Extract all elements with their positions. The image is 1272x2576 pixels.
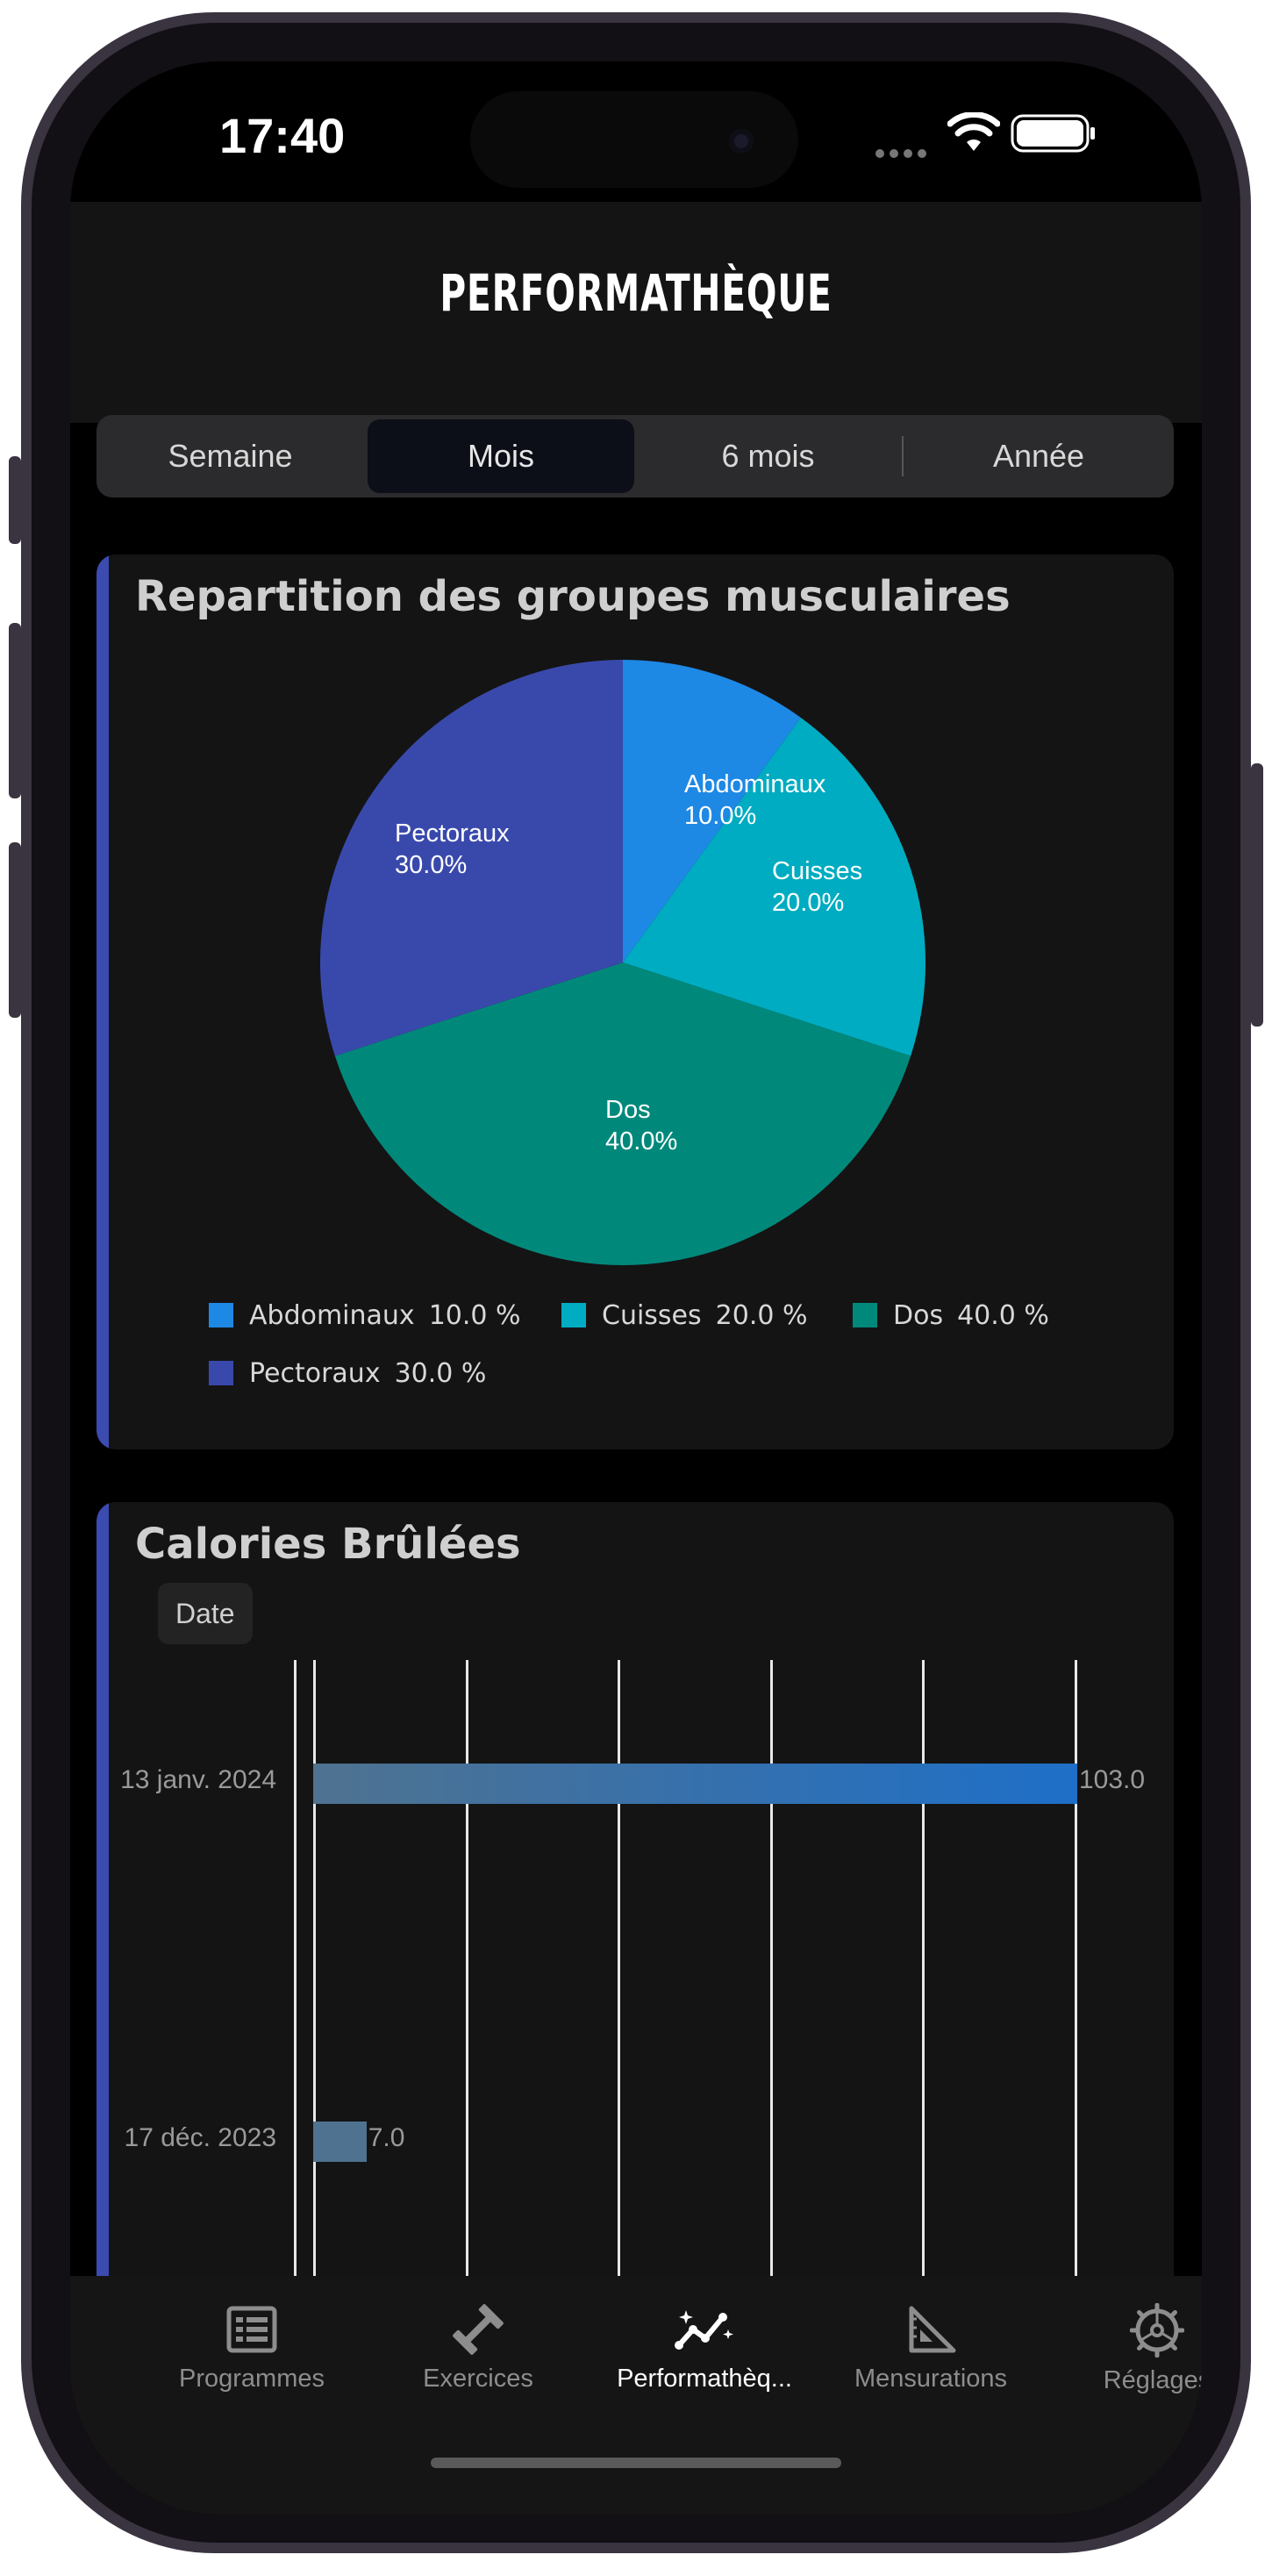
tab-performatheque[interactable]: Performathèq... bbox=[591, 2303, 818, 2394]
card-accent-bar bbox=[96, 1502, 109, 2379]
pie-label-name: Cuisses bbox=[772, 857, 863, 885]
phone-screen: 17:40 PERFORMATHÈQUE Semaine Mois 6 mois… bbox=[70, 61, 1202, 2515]
pie-label-name: Dos bbox=[605, 1096, 651, 1124]
navigation-bar bbox=[70, 202, 1202, 423]
muscle-pie-chart bbox=[319, 660, 925, 1265]
card-accent-bar bbox=[96, 555, 109, 1449]
power-button bbox=[1251, 763, 1263, 1027]
legend-value: 40.0 % bbox=[957, 1300, 1049, 1331]
pie-slice-dos bbox=[334, 962, 911, 1265]
battery-icon bbox=[1011, 114, 1095, 153]
legend-name: Abdominaux bbox=[249, 1300, 415, 1331]
legend-item-dos: Dos 40.0 % bbox=[853, 1300, 1049, 1331]
pie-label-name: Pectoraux bbox=[395, 819, 510, 848]
legend-swatch bbox=[209, 1361, 233, 1385]
volume-up-button bbox=[9, 623, 21, 798]
muscle-card-title: Repartition des groupes musculaires bbox=[135, 572, 1011, 621]
legend-swatch bbox=[561, 1303, 586, 1327]
period-option-year[interactable]: Année bbox=[992, 438, 1085, 474]
legend-value: 10.0 % bbox=[428, 1300, 521, 1331]
calories-card-title: Calories Brûlées bbox=[135, 1520, 521, 1569]
pie-label-pectoraux: Pectoraux 30.0% bbox=[395, 818, 510, 881]
tab-programmes[interactable]: Programmes bbox=[139, 2303, 365, 2394]
chart-axis-line bbox=[294, 1660, 297, 2344]
chart-line-icon bbox=[675, 2310, 733, 2350]
legend-value: 30.0 % bbox=[394, 1358, 487, 1389]
period-selector: Semaine Mois 6 mois Année bbox=[96, 415, 1174, 497]
gear-icon bbox=[1130, 2303, 1184, 2358]
gridline-40 bbox=[618, 1660, 621, 2344]
date-axis-chip[interactable]: Date bbox=[158, 1583, 253, 1644]
legend-swatch bbox=[853, 1303, 877, 1327]
volume-down-button bbox=[9, 842, 21, 1018]
legend-name: Dos bbox=[893, 1300, 944, 1331]
legend-item-pectoraux: Pectoraux 30.0 % bbox=[209, 1358, 486, 1389]
period-option-week[interactable]: Semaine bbox=[168, 438, 293, 474]
bar-value-label: 103.0 bbox=[1079, 1765, 1146, 1794]
gridline-0 bbox=[313, 1660, 316, 2344]
bar-17-dec-2023 bbox=[313, 2122, 367, 2162]
tab-bar bbox=[70, 2276, 1202, 2515]
legend-name: Cuisses bbox=[602, 1300, 702, 1331]
gridline-80 bbox=[922, 1660, 925, 2344]
pie-slice-cuisses bbox=[623, 717, 925, 1056]
page-title: PERFORMATHÈQUE bbox=[439, 263, 833, 323]
pie-slice-pectoraux bbox=[319, 660, 623, 1056]
tab-label: Programmes bbox=[179, 2365, 325, 2393]
tab-label: Mensurations bbox=[854, 2365, 1008, 2393]
bar-value-label: 7.0 bbox=[368, 2123, 405, 2152]
muscle-distribution-card: Repartition des groupes musculaires Abdo… bbox=[96, 555, 1174, 1449]
wifi-icon bbox=[947, 112, 1000, 151]
legend-name: Pectoraux bbox=[249, 1358, 381, 1389]
legend-item-cuisses: Cuisses 20.0 % bbox=[561, 1300, 808, 1331]
bar-date-label: 13 janv. 2024 bbox=[120, 1765, 276, 1794]
calories-bar-chart: 13 janv. 2024 103.0 17 déc. 2023 7.0 bbox=[96, 1502, 1174, 2379]
legend-swatch bbox=[209, 1303, 233, 1327]
gridline-100 bbox=[1075, 1660, 1077, 2344]
camera-icon bbox=[729, 129, 754, 154]
pie-label-percent: 20.0% bbox=[772, 889, 845, 917]
period-option-month[interactable]: Mois bbox=[368, 419, 634, 493]
pie-label-abdominaux: Abdominaux 10.0% bbox=[684, 769, 825, 832]
pie-label-percent: 40.0% bbox=[605, 1127, 678, 1156]
legend-item-abdominaux: Abdominaux 10.0 % bbox=[209, 1300, 521, 1331]
tab-reglages[interactable]: Réglages bbox=[1044, 2303, 1202, 2395]
dumbbell-icon bbox=[453, 2304, 504, 2355]
legend-value: 20.0 % bbox=[715, 1300, 808, 1331]
gridline-60 bbox=[769, 1660, 773, 2344]
home-indicator bbox=[431, 2458, 841, 2468]
bar-13-janv-2024 bbox=[313, 1764, 1077, 1804]
pie-label-cuisses: Cuisses 20.0% bbox=[772, 855, 862, 919]
tab-exercices[interactable]: Exercices bbox=[365, 2303, 591, 2394]
pie-label-name: Abdominaux bbox=[684, 770, 826, 798]
silent-switch bbox=[9, 456, 21, 544]
ruler-triangle-icon bbox=[909, 2306, 956, 2353]
pie-slice-abdominaux bbox=[623, 660, 801, 962]
tab-mensurations[interactable]: Mensurations bbox=[818, 2303, 1044, 2394]
status-time: 17:40 bbox=[219, 108, 346, 163]
list-icon bbox=[226, 2306, 277, 2353]
pie-label-percent: 30.0% bbox=[395, 851, 468, 879]
tab-label: Exercices bbox=[423, 2365, 533, 2393]
gridline-20 bbox=[465, 1660, 468, 2344]
period-option-6-months[interactable]: 6 mois bbox=[721, 438, 815, 474]
pie-label-percent: 10.0% bbox=[684, 802, 757, 830]
tab-label: Réglages bbox=[1103, 2366, 1202, 2394]
bar-date-label: 17 déc. 2023 bbox=[124, 2123, 276, 2152]
pie-label-dos: Dos 40.0% bbox=[605, 1094, 677, 1157]
signal-dots-icon bbox=[875, 145, 932, 161]
tab-label: Performathèq... bbox=[617, 2365, 792, 2393]
segment-divider bbox=[902, 436, 904, 476]
calories-card: Calories Brûlées Date 13 janv. 2024 103.… bbox=[96, 1502, 1174, 2379]
